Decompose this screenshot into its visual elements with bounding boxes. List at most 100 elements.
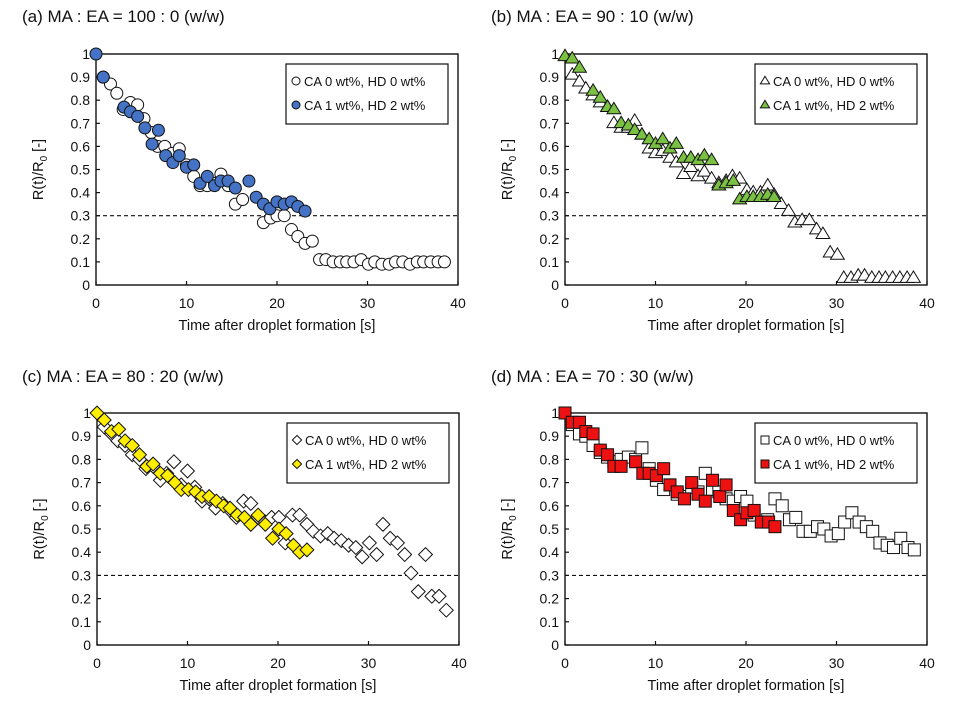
square-marker — [601, 448, 615, 462]
triangle-marker — [703, 152, 720, 166]
y-tick-label: 0.1 — [71, 254, 91, 270]
legend-label: CA 0 wt%, HD 0 wt% — [304, 74, 426, 89]
x-tick-label: 20 — [269, 295, 285, 311]
triangle-marker — [571, 73, 588, 87]
panel-title: (a) MA : EA = 100 : 0 (w/w) — [22, 7, 225, 26]
diamond-marker — [278, 526, 294, 542]
y-axis-label: R(t)/R0 [-] — [500, 139, 519, 200]
circle-marker — [138, 121, 152, 135]
y-tick-label: 0.8 — [540, 92, 560, 108]
triangle-marker — [773, 196, 790, 209]
x-tick-label: 40 — [451, 655, 467, 671]
x-tick-label: 40 — [919, 295, 935, 311]
legend-box — [285, 63, 449, 125]
y-tick-label: 0.3 — [72, 567, 92, 583]
y-tick-label: 0.6 — [71, 138, 91, 154]
square-marker — [586, 427, 600, 441]
y-tick-label: 0.8 — [72, 451, 92, 467]
diamond-marker — [410, 584, 426, 600]
triangle-marker — [585, 82, 601, 96]
square-marker — [775, 499, 789, 513]
y-tick-label: 0.5 — [72, 521, 92, 537]
x-tick-label: 10 — [648, 295, 664, 311]
y-tick-label: 0.2 — [540, 591, 560, 607]
circle-marker — [277, 209, 291, 223]
triangle-marker — [766, 189, 782, 203]
x-tick-label: 40 — [450, 295, 466, 311]
triangle-marker — [626, 122, 643, 136]
y-tick-label: 1 — [82, 46, 90, 62]
diamond-marker — [96, 412, 112, 428]
panel-c: (c) MA : EA = 80 : 20 (w/w) 0 0.1 0.2 0.3 0.4… — [22, 367, 467, 694]
legend-label: CA 1 wt%, HD 2 wt% — [773, 98, 895, 113]
y-tick-label: 0.4 — [540, 544, 560, 560]
y-tick-label: 0.7 — [72, 475, 92, 491]
y-tick-label: 0 — [551, 277, 559, 293]
legend: CA 0 wt%, HD 0 wt% CA 1 wt%, HD 2 wt% — [754, 422, 918, 484]
triangle-marker — [905, 270, 922, 283]
y-tick-label: 0 — [82, 277, 90, 293]
y-tick-label: 0.7 — [71, 115, 91, 131]
x-tick-label: 30 — [361, 655, 377, 671]
triangle-marker — [592, 89, 609, 103]
series-additive — [557, 48, 782, 205]
legend-box — [754, 63, 918, 125]
y-tick-label: 0.3 — [540, 567, 560, 583]
circle-marker — [187, 158, 201, 172]
triangle-marker — [683, 159, 699, 173]
diamond-marker — [389, 535, 406, 551]
legend-square-marker — [760, 435, 770, 445]
square-marker — [789, 510, 803, 524]
square-marker — [629, 455, 643, 469]
x-axis-label: Time after droplet formation [s] — [180, 678, 377, 694]
circle-marker — [96, 70, 110, 84]
panel-title: (c) MA : EA = 80 : 20 (w/w) — [22, 367, 224, 386]
y-tick-label: 0.7 — [540, 115, 560, 131]
panel-b: (b) MA : EA = 90 : 10 (w/w) 0 0.1 0.2 0.3 0.4… — [491, 7, 935, 334]
diamond-marker — [354, 549, 370, 565]
diamond-marker — [375, 516, 391, 532]
series-additive — [558, 406, 782, 534]
x-tick-label: 30 — [829, 295, 845, 311]
y-tick-label: 0.2 — [72, 591, 92, 607]
triangle-marker — [801, 212, 818, 226]
y-tick-label: 0.2 — [540, 231, 560, 247]
y-tick-label: 0.6 — [72, 498, 92, 514]
circle-marker — [89, 47, 103, 61]
diamond-marker — [188, 484, 204, 500]
triangle-marker — [571, 59, 588, 73]
diamond-marker — [131, 447, 148, 463]
y-tick-label: 0.5 — [540, 162, 560, 178]
legend-diamond-marker — [291, 434, 303, 446]
x-tick-label: 10 — [648, 655, 664, 671]
x-axis-label: Time after droplet formation [s] — [648, 678, 845, 694]
y-tick-label: 0.1 — [540, 254, 560, 270]
x-tick-label: 20 — [738, 295, 754, 311]
panel-title: (d) MA : EA = 70 : 30 (w/w) — [491, 367, 694, 386]
diamond-marker — [403, 565, 419, 581]
triangle-marker — [815, 226, 831, 240]
diamond-marker — [145, 456, 161, 472]
series-additive — [89, 405, 315, 560]
diamond-marker — [348, 539, 364, 556]
y-tick-label: 1 — [551, 46, 559, 62]
y-axis-label: R(t)/R0 [-] — [31, 139, 50, 200]
square-marker — [698, 494, 712, 508]
legend-circle-marker — [291, 76, 301, 86]
y-tick-label: 0.4 — [71, 185, 91, 201]
circle-marker — [145, 137, 159, 151]
x-axis-label: Time after droplet formation [s] — [648, 318, 845, 334]
diamond-marker — [417, 546, 434, 563]
circle-marker — [242, 174, 256, 188]
legend-label: CA 1 wt%, HD 2 wt% — [304, 98, 426, 113]
diamond-marker — [243, 516, 259, 532]
legend-triangle-marker — [759, 75, 771, 85]
y-tick-label: 0.6 — [540, 138, 560, 154]
y-axis-label: R(t)/R0 [-] — [32, 498, 51, 559]
panel-d: (d) MA : EA = 70 : 30 (w/w) 0 0.1 0.2 0.3 0.4… — [491, 367, 935, 694]
triangle-marker — [606, 101, 622, 115]
y-tick-label: 0.1 — [540, 614, 560, 630]
y-tick-label: 0.7 — [540, 475, 560, 491]
legend-label: CA 1 wt%, HD 2 wt% — [773, 457, 895, 472]
diamond-marker — [438, 602, 454, 618]
